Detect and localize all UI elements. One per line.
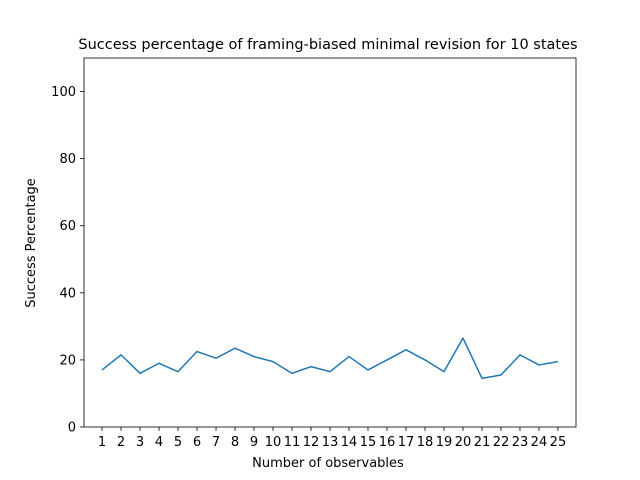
x-tick-label: 11 [284, 435, 301, 450]
y-tick-label: 0 [68, 421, 76, 436]
axes-frame [83, 57, 577, 428]
x-tick-label: 18 [417, 435, 434, 450]
x-axis-label: Number of observables [252, 456, 404, 471]
x-tick-label: 12 [303, 435, 320, 450]
x-tick-label: 19 [436, 435, 453, 450]
y-tick-label: 100 [51, 85, 76, 100]
y-tick-label: 60 [59, 219, 76, 234]
x-tick-label: 23 [512, 435, 529, 450]
x-tick-label: 22 [493, 435, 510, 450]
x-tick-label: 3 [136, 435, 144, 450]
y-tick-label: 40 [59, 286, 76, 301]
x-tick-label: 21 [474, 435, 491, 450]
x-tick-label: 13 [322, 435, 339, 450]
x-tick-label: 15 [360, 435, 377, 450]
x-tick-label: 1 [98, 435, 106, 450]
x-tick-label: 10 [265, 435, 282, 450]
x-tick-label: 24 [531, 435, 548, 450]
y-tick-label: 20 [59, 353, 76, 368]
x-tick-label: 9 [250, 435, 258, 450]
x-tick-label: 2 [117, 435, 125, 450]
x-tick-label: 25 [550, 435, 567, 450]
y-tick-label: 80 [59, 152, 76, 167]
chart-title: Success percentage of framing-biased min… [78, 37, 577, 53]
x-tick-label: 8 [231, 435, 239, 450]
y-axis-label: Success Percentage [24, 178, 39, 308]
series-line [101, 337, 559, 380]
plot-area: 1 2 3 4 5 6 7 8 9 10 11 12 13 14 15 16 17 18 19 20 21 22 23 24 2… [51, 57, 577, 450]
x-tick-label: 14 [341, 435, 358, 450]
x-tick-label: 7 [212, 435, 220, 450]
x-tick-label: 20 [455, 435, 472, 450]
x-tick-label: 4 [155, 435, 163, 450]
x-tick-label: 17 [398, 435, 415, 450]
x-tick-label: 16 [379, 435, 396, 450]
x-tick-label: 6 [193, 435, 201, 450]
x-tick-label: 5 [174, 435, 182, 450]
